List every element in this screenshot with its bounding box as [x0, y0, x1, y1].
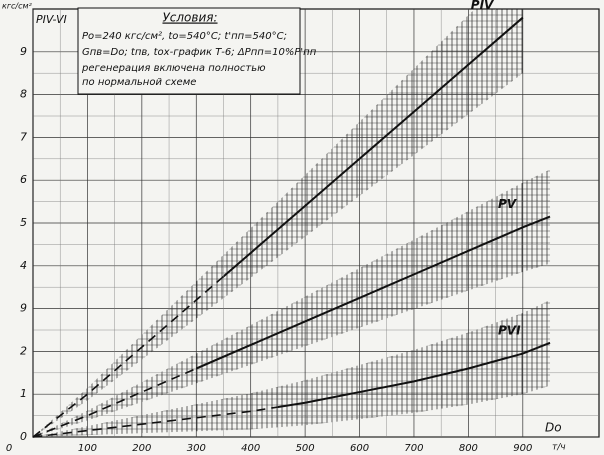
- x-tick-label: 500: [296, 443, 315, 454]
- y-tick-label: 8: [20, 88, 27, 101]
- y-tick-label: 1: [20, 387, 27, 400]
- x-tick-label: 900: [513, 443, 532, 454]
- conditions-box: [77, 7, 301, 95]
- y-tick-label: 9: [20, 45, 27, 58]
- x-tick-label: 700: [404, 443, 423, 454]
- box-line: Gпв=Do; tпв, tох-график Т-6; ΔPпп=10%P'п…: [82, 47, 317, 58]
- x-tick-label: 200: [132, 443, 151, 454]
- box-title: Условия:: [162, 11, 217, 25]
- y-axis-label: PIV-VI: [36, 13, 67, 26]
- hatch-band: [33, 300, 551, 437]
- series-line: [196, 215, 551, 370]
- y-tick-label: 6: [20, 173, 27, 186]
- series-line-dashed: [32, 406, 278, 438]
- y-tick-label: 5: [20, 216, 27, 229]
- x-tick-label: 300: [187, 443, 206, 454]
- series-line-dashed: [32, 367, 197, 438]
- y-unit: кгс/см²: [2, 2, 33, 11]
- box-line: регенерация включена полностью: [81, 63, 266, 74]
- box-line: по нормальной схеме: [82, 77, 196, 88]
- y-tick-label: 0: [20, 430, 27, 443]
- x-tick-label: 100: [78, 443, 97, 454]
- x-tick-label: 800: [459, 443, 478, 454]
- y-tick-label: 4: [20, 259, 27, 272]
- x-tick-label: 0: [6, 443, 12, 454]
- y-tick-label: 2: [20, 344, 27, 357]
- hatch-band: [33, 169, 551, 437]
- series-line: [277, 341, 551, 409]
- y-tick-label: 9: [20, 302, 27, 315]
- x-tick-label: 600: [350, 443, 369, 454]
- series-label: PIV: [471, 0, 495, 12]
- box-line: Po=240 кгс/см², to=540°C; t'пп=540°C;: [82, 31, 287, 42]
- x-tick-label: 400: [241, 443, 260, 454]
- y-tick-label: 7: [20, 130, 27, 143]
- series-line-dashed: [32, 275, 224, 438]
- series-label: PVI: [498, 323, 521, 337]
- x-unit: т/ч: [552, 443, 566, 453]
- series-label: PV: [498, 197, 518, 211]
- series-line: [223, 16, 524, 278]
- x-axis-label: Do: [545, 421, 562, 435]
